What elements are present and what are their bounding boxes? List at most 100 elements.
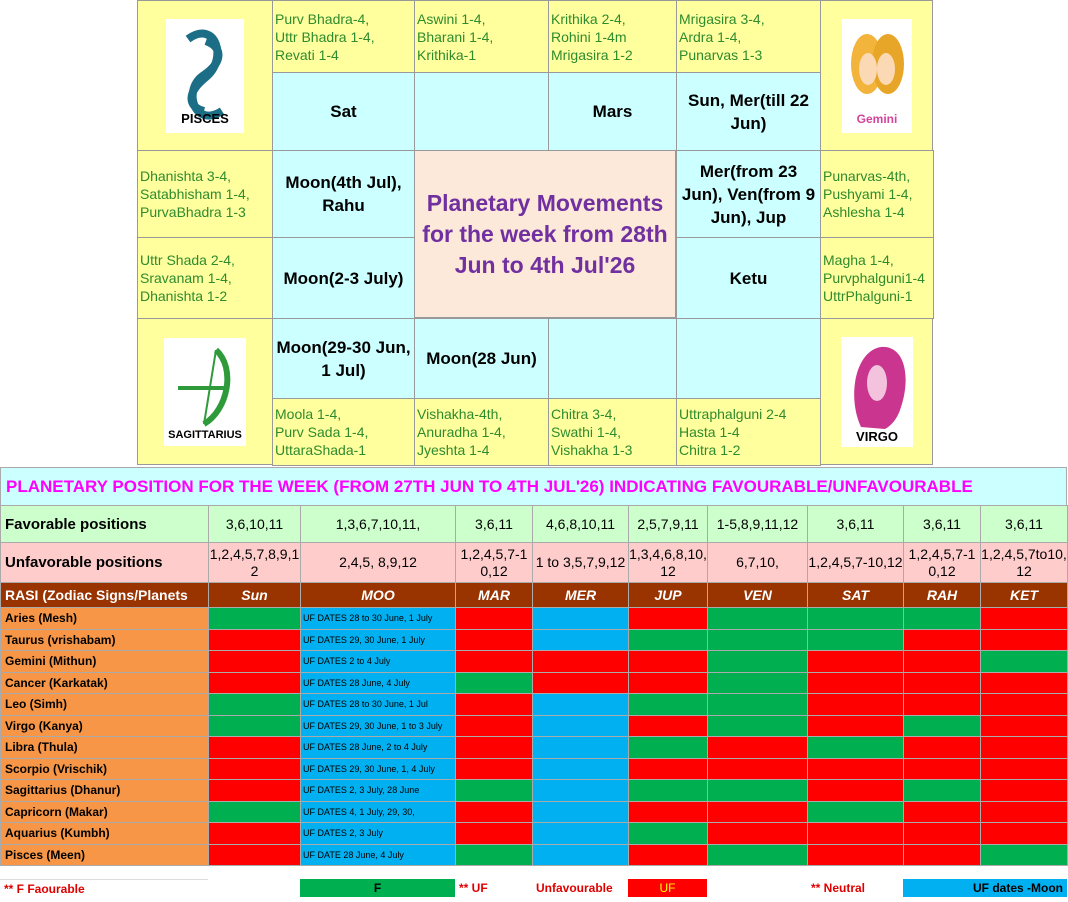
virgo-cell: VIRGO	[820, 318, 933, 465]
sign-label: Libra (Thula)	[0, 736, 209, 759]
pisces-cell: PISCES	[137, 0, 273, 151]
status-cell	[980, 607, 1068, 630]
status-cell: UF DATES 4, 1 July, 29, 30,	[300, 800, 456, 823]
gemini-cell: Gemini	[820, 0, 933, 151]
planet-header: MOO	[300, 582, 456, 608]
sagittarius-image: SAGITTARIUS	[164, 337, 246, 446]
row-label: Unfavorable positions	[0, 542, 209, 583]
sign-label: Pisces (Meen)	[0, 843, 209, 866]
position-cell: 6,7,10,	[707, 542, 808, 583]
sign-label: Gemini	[856, 112, 897, 126]
legend-item: UF	[628, 879, 707, 897]
status-cell	[208, 822, 301, 845]
status-cell: UF DATES 2, 3 July, 28 June	[300, 779, 456, 802]
status-cell	[807, 628, 904, 651]
nakshatra-line: Krithika 2-4,	[551, 10, 626, 27]
nakshatra-line: Hasta 1-4	[679, 424, 740, 440]
sign-label: PISCES	[181, 111, 229, 126]
planet-header: Sun	[208, 582, 301, 608]
status-cell	[208, 843, 301, 866]
position-cell: 2,4,5, 8,9,12	[300, 542, 456, 583]
nakshatra-line: Vishakha-4th,	[417, 406, 503, 422]
status-cell	[455, 714, 533, 737]
planet-header: KET	[980, 582, 1068, 608]
nakshatra-cell: Uttr Shada 2-4, Sravanam 1-4, Dhanishta 1-…	[137, 237, 273, 319]
status-cell	[455, 628, 533, 651]
nakshatra-cell: Dhanishta 3-4, Satabhisham 1-4, PurvaBhadr…	[137, 150, 273, 238]
pisces-image: PISCES	[166, 18, 244, 133]
status-cell	[532, 822, 629, 845]
nakshatra-line: Chitra 1-2	[679, 442, 741, 458]
status-cell	[807, 736, 904, 759]
nakshatra-cell: Krithika 2-4, Rohini 1-4m Mrigasira 1-2	[548, 0, 677, 73]
status-cell	[707, 693, 808, 716]
legend-item: ** F Faourable	[0, 879, 208, 897]
nakshatra-line: Purvphalguni1-4	[823, 270, 925, 286]
status-cell	[807, 779, 904, 802]
nakshatra-line: Anuradha 1-4,	[417, 424, 506, 440]
nakshatra-line: UttaraShada-1	[275, 442, 367, 458]
status-cell	[707, 650, 808, 673]
status-cell: UF DATES 2 to 4 July	[300, 650, 456, 673]
legend-item: ** Neutral	[811, 881, 866, 895]
nakshatra-cell: Chitra 3-4, Swathi 1-4, Vishakha 1-3	[548, 398, 677, 466]
planet-cell: Moon(4th Jul), Rahu	[272, 150, 415, 238]
status-cell	[707, 628, 808, 651]
planet-cell: Ketu	[676, 237, 821, 319]
status-cell	[980, 800, 1068, 823]
sign-label: Aquarius (Kumbh)	[0, 822, 209, 845]
status-cell	[532, 736, 629, 759]
sign-label: Capricorn (Makar)	[0, 800, 209, 823]
status-cell	[208, 607, 301, 630]
planet-header: RAH	[903, 582, 981, 608]
status-cell	[628, 800, 708, 823]
nakshatra-line: Aswini 1-4,	[417, 10, 486, 27]
status-cell	[707, 800, 808, 823]
empty-cell	[676, 318, 821, 399]
virgo-image: VIRGO	[840, 336, 913, 447]
table-title: PLANETARY POSITION FOR THE WEEK (FROM 27…	[0, 467, 1067, 506]
status-cell	[455, 757, 533, 780]
nakshatra-cell: Magha 1-4, Purvphalguni1-4 UttrPhalguni-1	[820, 237, 934, 319]
status-cell: UF DATES 28 to 30 June, 1 Jul	[300, 693, 456, 716]
status-cell	[628, 650, 708, 673]
planet-cell: Mer(from 23 Jun), Ven(from 9 Jun), Jup	[676, 150, 821, 238]
status-cell	[532, 800, 629, 823]
nakshatra-line: Purv Bhadra-4,	[275, 10, 370, 27]
status-cell	[903, 650, 981, 673]
position-cell: 1,2,4,5,7to10,12	[980, 542, 1068, 583]
status-cell	[208, 800, 301, 823]
nakshatra-line: Satabhisham 1-4,	[140, 186, 250, 202]
status-cell	[903, 714, 981, 737]
sign-label: Scorpio (Vrischik)	[0, 757, 209, 780]
status-cell	[628, 736, 708, 759]
status-cell	[707, 714, 808, 737]
nakshatra-line: Dhanishta 1-2	[140, 288, 228, 304]
position-cell: 1,2,4,5,7-10,12	[455, 542, 533, 583]
status-cell	[628, 628, 708, 651]
status-cell	[455, 843, 533, 866]
planet-header: MAR	[455, 582, 533, 608]
status-cell	[980, 693, 1068, 716]
status-cell	[903, 628, 981, 651]
empty-cell	[414, 72, 549, 151]
nakshatra-line: Rohini 1-4m	[551, 28, 627, 45]
status-cell	[903, 800, 981, 823]
legend-item: F	[300, 879, 455, 897]
nakshatra-line: Uttr Bhadra 1-4,	[275, 28, 375, 45]
status-cell	[455, 822, 533, 845]
status-cell	[980, 843, 1068, 866]
planet-header: JUP	[628, 582, 708, 608]
status-cell	[707, 779, 808, 802]
position-cell: 1,2,4,5,7,8,9,12	[208, 542, 301, 583]
status-cell	[707, 822, 808, 845]
status-cell	[532, 607, 629, 630]
sign-label: Taurus (vrishabam)	[0, 628, 209, 651]
gemini-image: Gemini	[841, 18, 912, 133]
sign-label: Virgo (Kanya)	[0, 714, 209, 737]
nakshatra-line: Swathi 1-4,	[551, 424, 622, 440]
status-cell	[903, 607, 981, 630]
status-cell	[208, 714, 301, 737]
nakshatra-line: Uttraphalguni 2-4	[679, 406, 787, 422]
